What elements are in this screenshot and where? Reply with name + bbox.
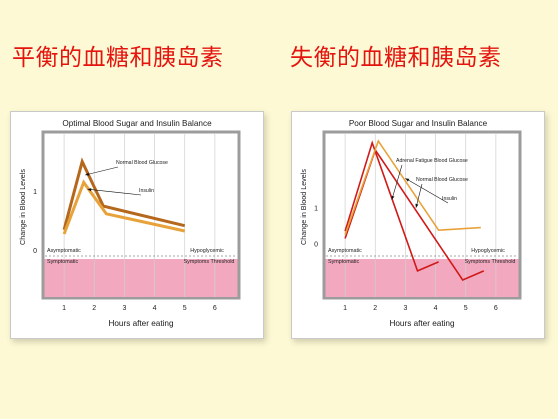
- x-axis-label: Hours after eating: [389, 319, 455, 328]
- y-tick-label: 0: [33, 248, 37, 255]
- poor-balance-chart: Poor Blood Sugar and Insulin Balance Asym…: [299, 119, 522, 328]
- series-line: [344, 140, 439, 272]
- region-label-hypoglycemic: Hypoglycemic: [190, 248, 224, 254]
- heading-imbalanced: 失衡的血糖和胰岛素: [290, 45, 502, 71]
- y-tick-label: 0: [314, 241, 318, 248]
- x-tick-label: 3: [122, 305, 126, 312]
- x-tick-label: 1: [62, 305, 66, 312]
- annotation-arrow: [405, 178, 449, 204]
- chart-title: Optimal Blood Sugar and Insulin Balance: [62, 119, 212, 128]
- x-axis-label: Hours after eating: [108, 319, 174, 328]
- chart-panel-poor: Poor Blood Sugar and Insulin Balance Asym…: [291, 111, 545, 339]
- x-tick-label: 1: [343, 305, 347, 312]
- symptomatic-band: [44, 259, 238, 297]
- region-label-threshold: Symptoms Threshold: [465, 259, 516, 265]
- heading-balanced: 平衡的血糖和胰岛素: [12, 45, 224, 71]
- annotation-arrowhead: [415, 203, 419, 208]
- symptomatic-band: [325, 259, 519, 297]
- x-tick-label: 6: [494, 305, 498, 312]
- region-label-threshold: Symptoms Threshold: [184, 259, 235, 265]
- annotation-arrow: [415, 183, 423, 208]
- annotation-arrowhead: [405, 178, 410, 182]
- x-tick-label: 5: [464, 305, 468, 312]
- region-label-symptomatic: Symptomatic: [47, 259, 78, 265]
- region-label-hypoglycemic: Hypoglycemic: [471, 248, 505, 254]
- annotation-arrowhead: [87, 188, 92, 192]
- y-tick-label: 1: [314, 205, 318, 212]
- chart-panel-optimal: Optimal Blood Sugar and Insulin Balance A…: [10, 111, 264, 339]
- y-tick-label: 1: [33, 189, 37, 196]
- chart-title: Poor Blood Sugar and Insulin Balance: [349, 119, 488, 128]
- x-tick-label: 2: [373, 305, 377, 312]
- y-axis-label: Change in Blood Levels: [299, 169, 308, 245]
- x-tick-label: 6: [213, 305, 217, 312]
- region-label-asymptomatic: Asymptomatic: [47, 248, 81, 254]
- annotation-arrowhead: [391, 195, 395, 200]
- annotation-arrow: [87, 188, 142, 196]
- annotation-arrowhead: [85, 172, 90, 176]
- annotation-label: Normal Blood Glucose: [416, 177, 468, 183]
- annotation-label: Insulin: [442, 196, 457, 202]
- x-tick-label: 2: [92, 305, 96, 312]
- series-line: [62, 179, 186, 235]
- x-tick-label: 4: [153, 305, 157, 312]
- optimal-balance-chart: Optimal Blood Sugar and Insulin Balance A…: [18, 119, 241, 328]
- series-line: [62, 157, 186, 231]
- x-tick-label: 4: [434, 305, 438, 312]
- region-label-asymptomatic: Asymptomatic: [328, 248, 362, 254]
- x-tick-label: 3: [403, 305, 407, 312]
- annotation-arrow: [85, 166, 119, 176]
- series-line: [344, 139, 481, 236]
- annotation-label: Normal Blood Glucose: [116, 160, 168, 166]
- annotation-label: Insulin: [139, 188, 154, 194]
- annotation-arrow: [391, 164, 403, 200]
- x-tick-label: 5: [183, 305, 187, 312]
- annotation-label: Adrenal Fatigue Blood Glucose: [396, 158, 468, 164]
- y-axis-label: Change in Blood Levels: [18, 169, 27, 245]
- region-label-symptomatic: Symptomatic: [328, 259, 359, 265]
